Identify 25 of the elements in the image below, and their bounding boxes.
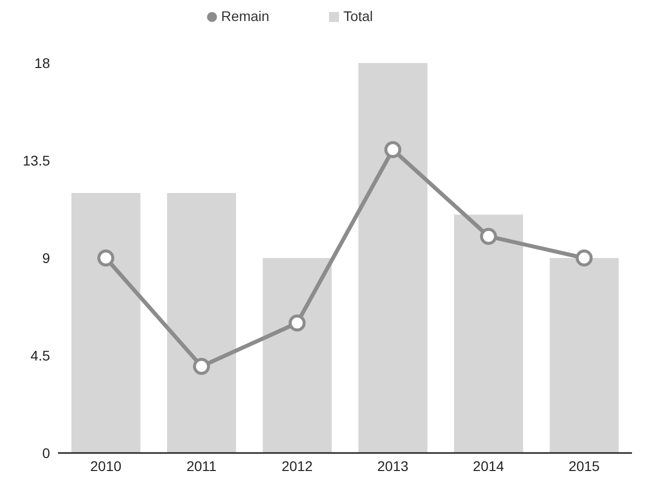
point	[193, 358, 210, 375]
legend-label: Total	[343, 8, 373, 24]
bar	[71, 193, 140, 453]
y-tick-label: 9	[42, 250, 50, 266]
bar	[550, 258, 619, 453]
x-tick-label: 2010	[90, 458, 122, 474]
y-tick-label: 4.5	[30, 347, 50, 364]
x-tick-label: 2013	[377, 458, 409, 474]
point	[480, 228, 497, 245]
point	[288, 314, 306, 332]
x-tick-label: 2012	[282, 458, 313, 474]
point	[97, 250, 114, 266]
point	[576, 250, 593, 266]
y-tick-label: 18	[34, 54, 50, 71]
bar	[262, 258, 332, 453]
y-tick-label: 0	[42, 444, 50, 461]
bar	[454, 214, 524, 453]
x-tick-label: 2015	[568, 458, 600, 474]
x-tick-label: 2011	[186, 458, 217, 474]
legend-label: Remain	[221, 8, 270, 24]
x-tick-label: 2014	[472, 458, 504, 474]
point	[384, 141, 402, 158]
bar	[358, 63, 428, 453]
bar	[167, 193, 236, 453]
y-tick-label: 13.5	[22, 152, 50, 168]
